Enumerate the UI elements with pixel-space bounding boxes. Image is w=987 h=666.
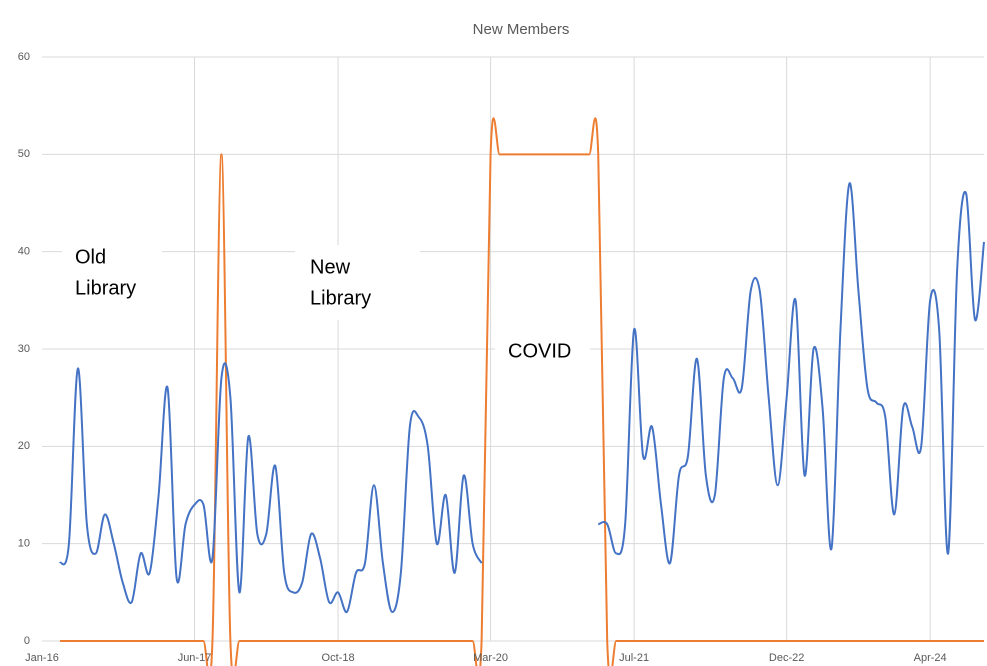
annotation: Library bbox=[75, 277, 136, 299]
axes: 0 10 20 30 40 50 60 Jan-16 Jun-17 Oct-18 Mar-20 Jul… bbox=[18, 51, 947, 664]
y-tick-label: 40 bbox=[18, 246, 30, 258]
series-line bbox=[59, 117, 984, 666]
y-tick-label: 60 bbox=[18, 51, 30, 63]
annotation: Old bbox=[75, 246, 106, 268]
chart-title: New Members bbox=[473, 21, 570, 38]
annotation: COVID bbox=[508, 340, 571, 362]
annotation-box bbox=[295, 245, 420, 320]
annotation-box bbox=[62, 235, 162, 310]
x-tick-label: Jul-21 bbox=[619, 652, 649, 664]
annotation: New bbox=[310, 256, 351, 278]
x-tick-label: Jan-16 bbox=[25, 652, 59, 664]
y-tick-label: 20 bbox=[18, 440, 30, 452]
x-tick-label: Jun-17 bbox=[178, 652, 212, 664]
x-tick-label: Mar-20 bbox=[473, 652, 508, 664]
x-tick-label: Dec-22 bbox=[769, 652, 804, 664]
annotation-box bbox=[495, 330, 590, 375]
y-tick-label: 30 bbox=[18, 343, 30, 355]
annotation: Library bbox=[310, 287, 371, 309]
series-line bbox=[59, 362, 483, 613]
lines bbox=[59, 117, 985, 666]
y-tick-label: 50 bbox=[18, 148, 30, 160]
y-tick-label: 0 bbox=[24, 635, 30, 647]
y-tick-label: 10 bbox=[18, 538, 30, 550]
x-tick-label: Oct-18 bbox=[322, 652, 355, 664]
annotations: Old Library New Library COVID bbox=[62, 235, 590, 375]
series-line bbox=[597, 182, 985, 565]
x-tick-label: Apr-24 bbox=[914, 652, 947, 664]
